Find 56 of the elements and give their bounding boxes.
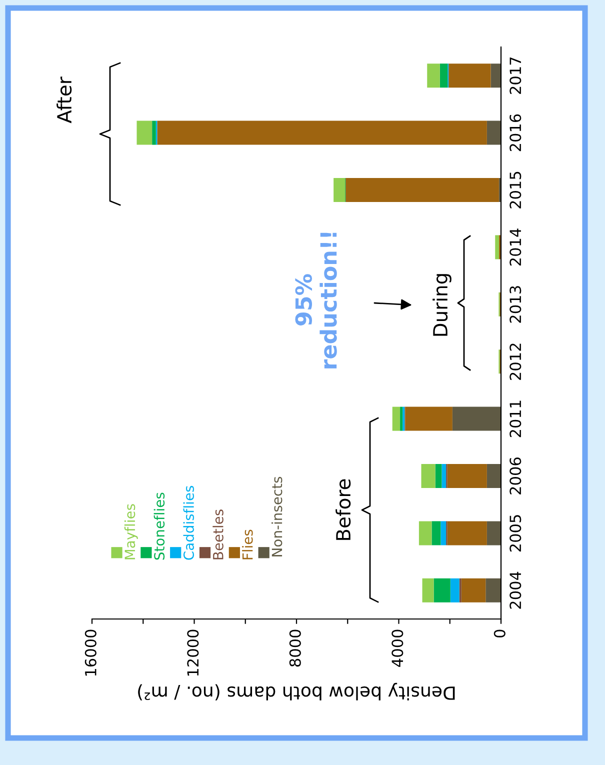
bar bbox=[486, 578, 501, 602]
y-tick-label: 2004 bbox=[510, 572, 522, 609]
bar bbox=[157, 120, 487, 145]
bar bbox=[421, 464, 436, 488]
y-tick-label: 2005 bbox=[510, 515, 522, 552]
y-tick-label: 2017 bbox=[510, 57, 522, 94]
bar bbox=[450, 578, 460, 602]
bar bbox=[486, 464, 501, 488]
y-tick-label: 2015 bbox=[510, 172, 522, 208]
y-tick-label: 2011 bbox=[510, 400, 522, 438]
annotation: 95% reduction!! bbox=[295, 232, 337, 368]
bar bbox=[447, 464, 487, 488]
legend-label: Flies bbox=[242, 530, 253, 560]
bar bbox=[334, 178, 346, 202]
bar bbox=[440, 521, 446, 546]
bar bbox=[432, 521, 441, 546]
bar bbox=[486, 521, 501, 546]
y-tick-label: 2012 bbox=[510, 344, 522, 380]
bar bbox=[490, 64, 501, 88]
bar bbox=[448, 64, 491, 88]
bar bbox=[400, 406, 403, 431]
text: Beetles bbox=[212, 510, 224, 560]
bar bbox=[461, 578, 486, 602]
text: Stoneflies bbox=[154, 492, 165, 560]
bar bbox=[440, 64, 448, 88]
bar bbox=[486, 120, 501, 145]
bar bbox=[447, 521, 487, 546]
annotation: Before bbox=[336, 479, 351, 540]
bar bbox=[422, 578, 434, 602]
x-tick-label: 12000 bbox=[187, 630, 199, 676]
bar bbox=[434, 578, 450, 602]
text: Mayflies bbox=[124, 504, 138, 560]
bar bbox=[136, 120, 152, 145]
bar bbox=[435, 464, 442, 488]
y-tick-label: 2016 bbox=[510, 114, 522, 152]
text: After bbox=[56, 76, 72, 124]
x-tick-label: 4000 bbox=[392, 630, 404, 667]
bar bbox=[495, 235, 499, 260]
bar bbox=[418, 521, 432, 546]
x-tick-label: 16000 bbox=[84, 630, 96, 676]
x-axis-title: Density below both dams (no. / m²) bbox=[138, 682, 455, 700]
bar bbox=[346, 178, 499, 202]
bar bbox=[405, 406, 452, 431]
annotation: During bbox=[432, 274, 452, 336]
y-tick-label: 2013 bbox=[510, 286, 522, 323]
bar bbox=[392, 406, 400, 431]
x-tick-label: 8000 bbox=[289, 630, 301, 667]
bar bbox=[452, 406, 501, 431]
y-tick-label: 2006 bbox=[510, 458, 522, 494]
text: Caddisflies bbox=[183, 486, 194, 560]
bar bbox=[427, 64, 440, 88]
y-tick-label: 2014 bbox=[510, 228, 522, 266]
bar bbox=[152, 120, 156, 145]
text: Non-insects bbox=[271, 476, 282, 556]
x-tick-label: 0 bbox=[494, 630, 506, 638]
bar bbox=[442, 464, 446, 488]
